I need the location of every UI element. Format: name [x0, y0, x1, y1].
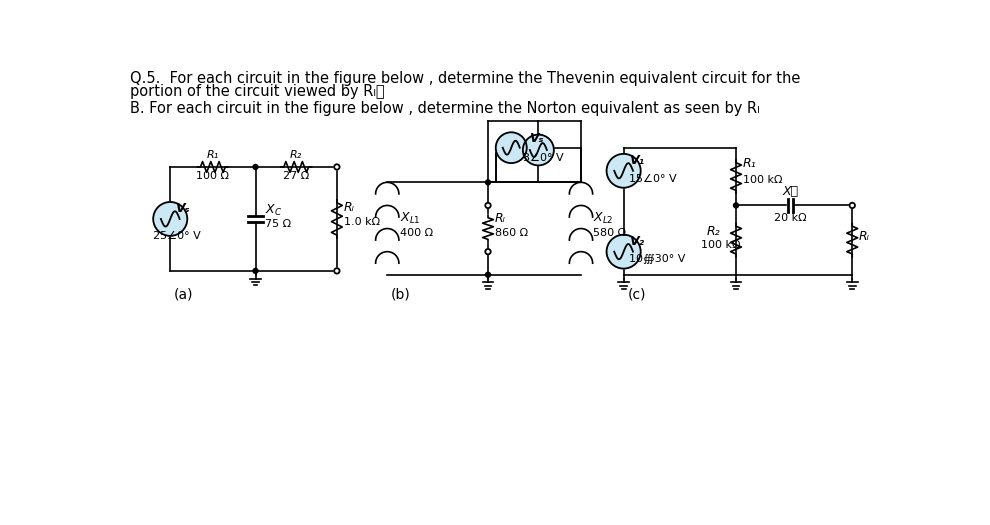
- Text: 860 Ω: 860 Ω: [495, 228, 528, 238]
- Text: (c): (c): [628, 288, 646, 302]
- Text: 10∰30° V: 10∰30° V: [629, 255, 685, 265]
- Text: $X_{L2}$: $X_{L2}$: [593, 212, 614, 226]
- Text: 3∠0° V: 3∠0° V: [523, 153, 563, 163]
- Text: 400 Ω: 400 Ω: [400, 228, 433, 238]
- Text: 580 Ω: 580 Ω: [593, 228, 627, 238]
- Text: $X_C$: $X_C$: [264, 203, 282, 218]
- Text: 1.0 kΩ: 1.0 kΩ: [344, 217, 380, 227]
- Text: Rₗ: Rₗ: [495, 213, 506, 225]
- Text: Q.5.  For each circuit in the figure below , determine the Thevenin equivalent c: Q.5. For each circuit in the figure belo…: [130, 71, 800, 86]
- Circle shape: [496, 132, 527, 163]
- Text: Rₗ: Rₗ: [344, 201, 354, 214]
- Circle shape: [485, 180, 490, 185]
- Text: 75 Ω: 75 Ω: [264, 218, 291, 228]
- Circle shape: [153, 202, 187, 236]
- Text: 100 kΩ: 100 kΩ: [701, 240, 741, 250]
- Text: B. For each circuit in the figure below , determine the Norton equivalent as see: B. For each circuit in the figure below …: [130, 101, 759, 117]
- Text: XⰀ: XⰀ: [782, 185, 798, 198]
- Text: Vₛ: Vₛ: [529, 132, 544, 145]
- Circle shape: [335, 164, 340, 170]
- Text: (a): (a): [174, 288, 194, 302]
- Circle shape: [485, 249, 491, 254]
- Text: R₁: R₁: [742, 158, 756, 170]
- Text: 100 Ω: 100 Ω: [196, 171, 230, 181]
- Circle shape: [485, 203, 491, 208]
- Text: 100 kΩ: 100 kΩ: [742, 175, 782, 185]
- Circle shape: [734, 203, 739, 208]
- Text: Vₛ: Vₛ: [175, 202, 189, 215]
- Circle shape: [607, 235, 641, 269]
- Text: 27 Ω: 27 Ω: [283, 171, 309, 181]
- Text: V₂: V₂: [629, 235, 644, 248]
- Circle shape: [335, 268, 340, 274]
- Text: 15∠0° V: 15∠0° V: [629, 174, 677, 184]
- Text: R₂: R₂: [290, 151, 302, 161]
- Circle shape: [607, 154, 641, 188]
- Text: R₁: R₁: [207, 151, 219, 161]
- Text: R₂: R₂: [707, 225, 720, 238]
- Text: portion of the circuit viewed by Rₗ⎸: portion of the circuit viewed by Rₗ⎸: [130, 84, 384, 99]
- Circle shape: [523, 134, 553, 165]
- Text: 20 kΩ: 20 kΩ: [774, 213, 807, 223]
- Circle shape: [849, 203, 855, 208]
- Text: Rₗ: Rₗ: [858, 230, 869, 243]
- Text: $X_{L1}$: $X_{L1}$: [400, 212, 421, 226]
- Text: 25∠0° V: 25∠0° V: [153, 231, 201, 241]
- Circle shape: [253, 164, 258, 170]
- Text: (b): (b): [391, 288, 411, 302]
- Circle shape: [253, 268, 258, 274]
- Text: V₁: V₁: [629, 154, 644, 167]
- Circle shape: [485, 272, 490, 277]
